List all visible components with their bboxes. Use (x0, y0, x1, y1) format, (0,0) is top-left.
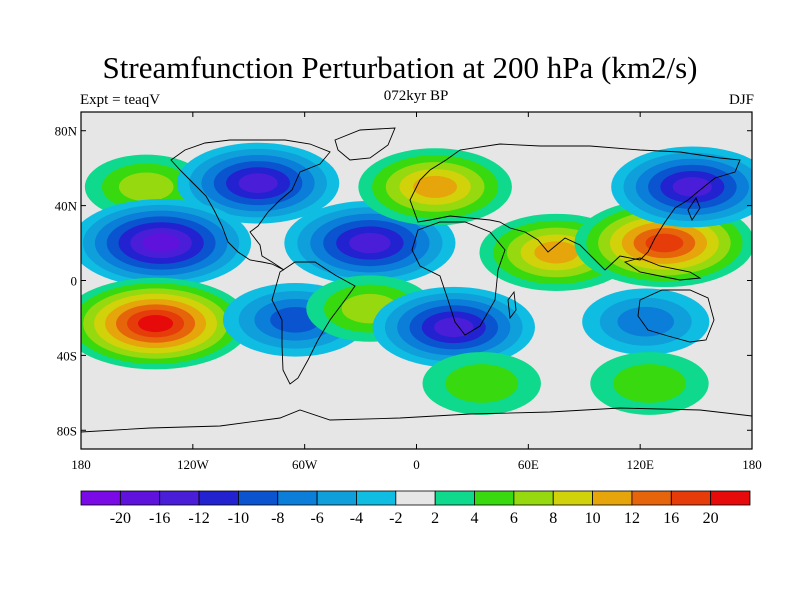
page-title: Streamfunction Perturbation at 200 hPa (… (102, 50, 698, 85)
colorbar-swatch (513, 490, 554, 506)
contour-level (613, 364, 686, 403)
colorbar-label: 10 (585, 510, 601, 527)
contour-level (349, 232, 391, 254)
pressure-center-northeast-asia-negative (611, 146, 752, 228)
contour-level (142, 233, 181, 253)
colorbar-swatch (238, 490, 279, 506)
contour-level (445, 364, 519, 403)
lat-tick-label: 40N (55, 199, 78, 214)
contour-level (434, 317, 474, 338)
colorbar-label: -10 (228, 510, 249, 527)
colorbar-swatch (119, 490, 161, 506)
japan-coastline (687, 197, 701, 221)
coastline-layer (81, 127, 752, 433)
colorbar-swatch (80, 490, 121, 506)
colorbar-label: -16 (149, 510, 170, 527)
pressure-center-europe-positive (358, 148, 512, 226)
lon-tick-label: 60W (292, 457, 318, 472)
colorbar-swatch (552, 490, 593, 506)
colorbar-label: 20 (703, 510, 719, 527)
lon-tick-label: 120W (177, 457, 210, 472)
colorbar-label: -2 (389, 510, 402, 527)
lon-tick-label: 60E (518, 457, 539, 472)
south-america-coastline (271, 261, 356, 385)
colorbar-label: -20 (110, 510, 131, 527)
contour-level (413, 175, 458, 198)
pressure-center-east-pacific-negative (81, 199, 252, 288)
colorbar-swatch (474, 490, 515, 506)
australia-coastline (637, 289, 715, 343)
colorbar-label: 12 (624, 510, 640, 527)
colorbar-swatch (710, 490, 751, 506)
colorbar-swatch (316, 490, 357, 506)
colorbar-swatch (434, 490, 475, 506)
lon-tick-label: 180 (71, 457, 91, 472)
contour-level (645, 233, 684, 253)
colorbar-swatch (592, 490, 633, 506)
pressure-center-southern-africa-negative (372, 286, 535, 368)
season-label: DJF (728, 92, 754, 108)
lat-tick-label: 40S (57, 348, 77, 363)
pressure-center-australia-negative (582, 288, 710, 355)
colorbar-swatch (198, 490, 239, 506)
pressure-center-north-america-negative (176, 142, 340, 224)
pressure-center-southern-ocean-positive (590, 352, 709, 415)
colorbar-swatch (395, 490, 436, 506)
north-america-coastline (170, 139, 331, 271)
maritime-continent-coastline (623, 257, 702, 281)
colorbar-label: -12 (188, 510, 209, 527)
antarctica-coastline (81, 407, 752, 433)
pressure-center-tropical-atlantic-negative (284, 200, 456, 286)
colorbar-swatch (631, 490, 672, 506)
colorbar-label: 8 (549, 510, 557, 527)
lat-tick-label: 0 (71, 274, 78, 289)
pressure-center-southern-indian-positive (422, 352, 541, 415)
contour-level (118, 172, 174, 202)
colorbar-label: 4 (471, 510, 479, 527)
pressure-center-south-pacific-positive (81, 277, 250, 370)
colorbar-swatch (670, 490, 712, 506)
colorbar-label: 6 (510, 510, 518, 527)
contour-level (238, 173, 278, 193)
colorbar-swatch (356, 490, 397, 506)
africa-coastline (411, 221, 506, 336)
axis-ticks: 80N 40N 0 40S 80S 180 120W 60W 0 60E 120E 180 (55, 112, 762, 472)
madagascar-coastline (507, 290, 517, 320)
contour-level (617, 306, 675, 337)
colorbar-label: -8 (271, 510, 284, 527)
contour-level (534, 241, 579, 264)
lon-tick-label: 0 (413, 457, 420, 472)
colorbar-swatch (277, 490, 318, 506)
lon-tick-label: 120E (626, 457, 654, 472)
contour-level (672, 177, 713, 197)
colorbar-label: -6 (310, 510, 323, 527)
experiment-label: Expt = teaqV (80, 92, 161, 108)
colorbar-swatch (159, 490, 200, 506)
eurasia-coastline (409, 143, 741, 271)
lon-tick-label: 180 (742, 457, 762, 472)
colorbar-label: 2 (431, 510, 439, 527)
colorbar-label: 16 (663, 510, 679, 527)
lat-tick-label: 80S (57, 423, 77, 438)
lat-tick-label: 80N (55, 124, 78, 139)
contour-layer (81, 142, 752, 415)
greenland-coastline (334, 127, 396, 161)
colorbar: -20 -16 -12 -10 -8 -6 -4 -2 2 4 6 8 10 12 16 20 (80, 490, 751, 527)
colorbar-label: -4 (350, 510, 363, 527)
period-label: 072kyr BP (383, 88, 449, 104)
contour-level (137, 315, 174, 333)
